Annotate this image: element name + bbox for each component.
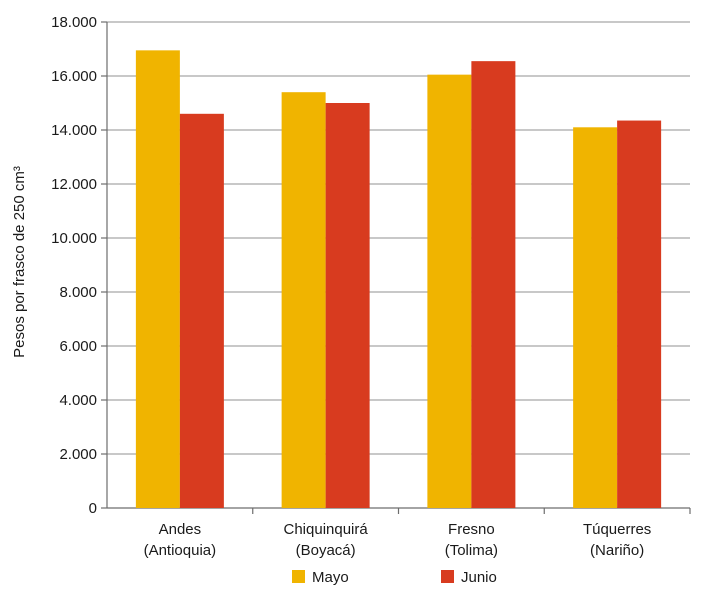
y-tick-label: 18.000 — [51, 14, 97, 31]
bar-mayo-2 — [427, 74, 472, 509]
category-label: (Antioquia) — [144, 542, 217, 559]
y-tick-labels: 0 2.000 4.000 6.000 8.000 10.000 12.000 14.000 1… — [51, 14, 97, 517]
y-tick-label: 2.000 — [59, 446, 97, 463]
bar-junio-0 — [179, 113, 224, 509]
category-label: (Nariño) — [590, 542, 644, 559]
y-tick-label: 0 — [89, 500, 97, 517]
bar-junio-2 — [471, 61, 516, 509]
bar-junio-3 — [617, 120, 662, 509]
y-tick-label: 8.000 — [59, 284, 97, 301]
legend: Mayo Junio — [292, 569, 497, 586]
category-label: Andes — [159, 521, 202, 538]
bar-junio-1 — [325, 103, 370, 508]
y-tick-label: 6.000 — [59, 338, 97, 355]
legend-swatch-junio — [441, 570, 454, 583]
y-tick-label: 14.000 — [51, 122, 97, 139]
category-label: (Tolima) — [445, 542, 498, 559]
y-tick-label: 10.000 — [51, 230, 97, 247]
y-tick-label: 4.000 — [59, 392, 97, 409]
bar-mayo-1 — [281, 92, 326, 508]
category-label: (Boyacá) — [296, 542, 356, 559]
category-label: Fresno — [448, 521, 495, 538]
y-axis-title: Pesos por frasco de 250 cm³ — [11, 166, 28, 358]
bar-mayo-3 — [573, 127, 618, 509]
bars — [135, 50, 662, 509]
category-label: Chiquinquirá — [284, 521, 369, 538]
legend-label-mayo: Mayo — [312, 569, 349, 586]
legend-label-junio: Junio — [461, 569, 497, 586]
bar-mayo-0 — [135, 50, 180, 508]
y-tick-label: 12.000 — [51, 176, 97, 193]
legend-swatch-mayo — [292, 570, 305, 583]
category-label: Túquerres — [583, 521, 651, 538]
y-tick-label: 16.000 — [51, 68, 97, 85]
category-labels: Andes (Antioquia) Chiquinquirá (Boyacá) Fres… — [144, 521, 652, 559]
